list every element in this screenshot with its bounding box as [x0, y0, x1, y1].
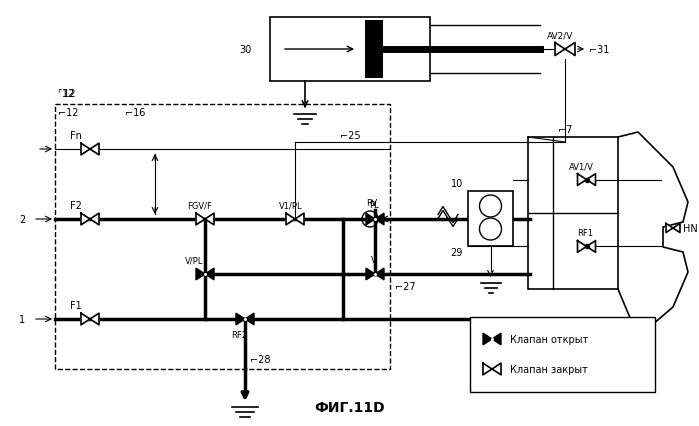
Bar [470, 317, 655, 392]
Text: FGV/F: FGV/F [187, 201, 212, 210]
Polygon shape [555, 43, 575, 56]
Text: ⌐31: ⌐31 [589, 45, 610, 55]
Polygon shape [196, 268, 214, 280]
Polygon shape [365, 21, 383, 79]
Text: RF2: RF2 [231, 331, 247, 340]
Text: 12: 12 [57, 89, 75, 99]
Bar [528, 138, 618, 289]
Polygon shape [81, 144, 99, 155]
Text: F2: F2 [70, 201, 82, 210]
Text: 1: 1 [19, 314, 25, 324]
Text: 30: 30 [240, 45, 252, 55]
Polygon shape [81, 214, 99, 225]
Text: 2: 2 [19, 215, 25, 225]
Polygon shape [666, 224, 680, 233]
Text: 29: 29 [451, 248, 463, 258]
Text: AV2/V: AV2/V [547, 32, 573, 40]
Polygon shape [483, 334, 501, 345]
Polygon shape [577, 241, 596, 253]
Bar [55, 105, 390, 369]
Text: RV: RV [366, 199, 377, 208]
Text: PL: PL [369, 201, 379, 210]
Polygon shape [483, 363, 501, 375]
Text: ФИГ.11D: ФИГ.11D [315, 400, 385, 414]
Polygon shape [196, 214, 214, 225]
Text: ⌐16: ⌐16 [125, 108, 145, 118]
Text: Клапан закрыт: Клапан закрыт [510, 364, 588, 374]
Text: HN: HN [683, 224, 698, 233]
Text: F1: F1 [70, 300, 82, 310]
Polygon shape [577, 174, 596, 186]
Text: ⌐7: ⌐7 [558, 125, 572, 135]
Polygon shape [81, 314, 99, 325]
Bar [468, 192, 513, 246]
Text: 10: 10 [451, 178, 463, 189]
Text: AV1/V: AV1/V [568, 162, 593, 171]
Text: ⌐28: ⌐28 [250, 354, 271, 364]
Polygon shape [236, 314, 254, 325]
Polygon shape [286, 214, 304, 225]
Text: V: V [371, 256, 377, 265]
Text: ⌐12: ⌐12 [58, 108, 78, 118]
Text: V/PL: V/PL [185, 256, 203, 265]
Polygon shape [366, 214, 384, 225]
Polygon shape [366, 268, 384, 280]
Bar [270, 18, 430, 82]
Text: $\ulcorner$12: $\ulcorner$12 [57, 87, 75, 99]
Text: Клапан открыт: Клапан открыт [510, 334, 589, 344]
Text: ⌐27: ⌐27 [395, 281, 416, 291]
Text: Fn: Fn [70, 131, 82, 141]
Text: RF1: RF1 [577, 228, 593, 237]
Text: ⌐25: ⌐25 [340, 131, 361, 141]
Text: V1/PL: V1/PL [279, 201, 303, 210]
